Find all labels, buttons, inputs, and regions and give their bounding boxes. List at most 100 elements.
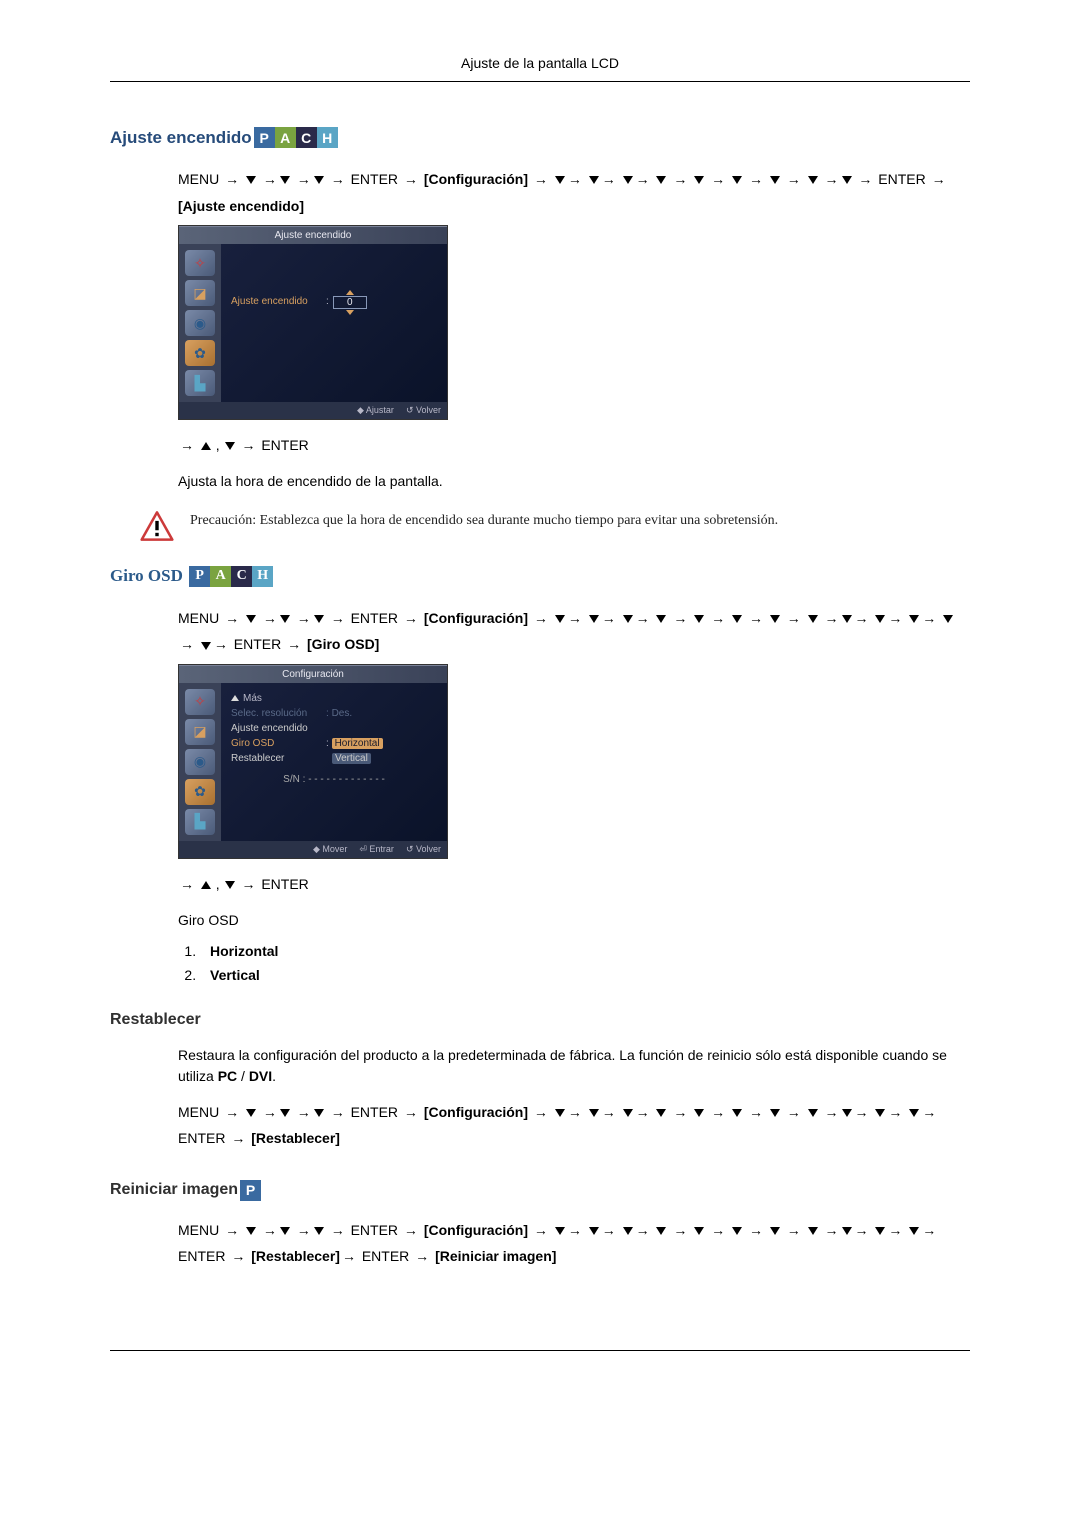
screenshot-footer: ◆ Ajustar ↺ Volver <box>179 402 447 419</box>
menu-value-box: 0 <box>333 296 367 309</box>
badge-p-icon: P <box>240 1180 261 1201</box>
list-item: Horizontal <box>200 943 970 959</box>
sidebar-settings-icon: ✿ <box>185 340 215 366</box>
mode-badges: P A C H <box>189 566 273 587</box>
giro-horizontal: Horizontal <box>332 738 383 749</box>
section-heading-giro-osd: Giro OSD P A C H <box>110 566 970 587</box>
nav-path-ajuste-encendido: MENU → → → → ENTER → [Configuración] → →… <box>178 166 970 219</box>
option-horizontal: Horizontal <box>210 943 278 959</box>
ajuste-enc-label: Ajuste encendido <box>231 723 326 734</box>
mas-label: Más <box>231 693 262 704</box>
footer-back: Volver <box>416 844 441 854</box>
badge-h-icon: H <box>252 566 273 587</box>
screenshot-title: Configuración <box>179 665 447 683</box>
footer-enter: Entrar <box>369 844 394 854</box>
nav-config: [Configuración] <box>424 1104 528 1120</box>
nav-enter2: ENTER <box>234 636 281 652</box>
content-reiniciar-imagen: MENU → → → → ENTER → [Configuración] → →… <box>178 1217 970 1270</box>
nav-enter2: ENTER <box>878 171 925 187</box>
nav-enter3: ENTER <box>362 1248 409 1264</box>
nav-enter: ENTER <box>351 1104 398 1120</box>
selec-res-val: Des. <box>332 708 353 719</box>
footer-back: Volver <box>416 405 441 415</box>
screenshot-ajuste-encendido: Ajuste encendido ✧ ◪ ◉ ✿ ▙ Ajuste encend… <box>178 225 970 420</box>
sidebar-settings-icon: ✿ <box>185 779 215 805</box>
screenshot-footer: ◆ Mover ⏎ Entrar ↺ Volver <box>179 841 447 858</box>
nav-enter: ENTER <box>351 1222 398 1238</box>
caution-block: Precaución: Establezca que la hora de en… <box>140 510 970 542</box>
restablecer-label: Restablecer <box>231 753 326 764</box>
mode-badges: P A C H <box>254 127 338 148</box>
screenshot-main: Ajuste encendido : 0 <box>221 244 447 402</box>
heading-text: Giro OSD <box>110 566 183 586</box>
content-ajuste-encendido: MENU → → → → ENTER → [Configuración] → →… <box>178 166 970 492</box>
badge-p-icon: P <box>254 127 275 148</box>
menu-sep: : <box>326 296 329 309</box>
badge-h-icon: H <box>317 127 338 148</box>
nav-menu: MENU <box>178 610 219 626</box>
sidebar-multi-icon: ▙ <box>185 370 215 396</box>
sn-line: S/N : - - - - - - - - - - - - - <box>231 774 437 785</box>
badge-c-icon: C <box>296 127 317 148</box>
sidebar-multi-icon: ▙ <box>185 809 215 835</box>
nav-config: [Configuración] <box>424 171 528 187</box>
nav-menu: MENU <box>178 1222 219 1238</box>
nav-menu: MENU <box>178 171 219 187</box>
ajuste-description: Ajusta la hora de encendido de la pantal… <box>178 471 970 492</box>
giro-options-list: Horizontal Vertical <box>200 943 970 983</box>
giro-osd-label: Giro OSD <box>231 738 326 749</box>
nav-enter2: ENTER <box>178 1130 225 1146</box>
post-nav-ajuste: → , → ENTER <box>178 432 970 459</box>
badge-a-icon: A <box>275 127 296 148</box>
nav-menu: MENU <box>178 1104 219 1120</box>
footer-adjust: Ajustar <box>366 405 394 415</box>
badge-p-icon: P <box>189 566 210 587</box>
post-enter: ENTER <box>261 437 308 453</box>
post-enter: ENTER <box>261 876 308 892</box>
sidebar-image-icon: ✧ <box>185 250 215 276</box>
nav-rest: [Restablecer] <box>251 1248 340 1264</box>
content-restablecer: Restaura la configuración del producto a… <box>178 1045 970 1152</box>
screenshot-sidebar: ✧ ◪ ◉ ✿ ▙ <box>179 683 221 841</box>
spinner-down-icon <box>346 310 354 315</box>
badge-a-icon: A <box>210 566 231 587</box>
selec-res-label: Selec. resolución <box>231 708 326 719</box>
nav-enter: ENTER <box>351 171 398 187</box>
page-header: Ajuste de la pantalla LCD <box>110 55 970 82</box>
page-footer-line <box>110 1350 970 1351</box>
restablecer-description: Restaura la configuración del producto a… <box>178 1045 970 1087</box>
nav-config: [Configuración] <box>424 1222 528 1238</box>
nav-path-restablecer: MENU → → → → ENTER → [Configuración] → →… <box>178 1099 970 1152</box>
mode-badges: P <box>240 1180 261 1201</box>
list-item: Vertical <box>200 967 970 983</box>
caution-text: Precaución: Establezca que la hora de en… <box>190 510 778 531</box>
nav-target: [Restablecer] <box>251 1130 340 1146</box>
nav-path-giro-osd: MENU → → → → ENTER → [Configuración] → →… <box>178 605 970 658</box>
sidebar-timer-icon: ◉ <box>185 749 215 775</box>
section-heading-reiniciar-imagen: Reiniciar imagen P <box>110 1180 970 1201</box>
badge-c-icon: C <box>231 566 252 587</box>
footer-move: Mover <box>322 844 347 854</box>
screenshot-title: Ajuste encendido <box>179 226 447 244</box>
sidebar-sound-icon: ◪ <box>185 280 215 306</box>
section-heading-restablecer: Restablecer <box>110 1011 970 1029</box>
nav-enter: ENTER <box>351 610 398 626</box>
spinner-up-icon <box>346 290 354 295</box>
page-title: Ajuste de la pantalla LCD <box>461 55 619 71</box>
heading-text: Ajuste encendido <box>110 128 252 148</box>
section-heading-ajuste-encendido: Ajuste encendido P A C H <box>110 127 970 148</box>
menu-item-label: Ajuste encendido <box>231 296 326 309</box>
nav-path-reiniciar-imagen: MENU → → → → ENTER → [Configuración] → →… <box>178 1217 970 1270</box>
giro-osd-label-text: Giro OSD <box>178 910 970 931</box>
screenshot-main: Más Selec. resolución : Des. Ajuste ence… <box>221 683 447 841</box>
nav-enter2: ENTER <box>178 1248 225 1264</box>
option-vertical: Vertical <box>210 967 260 983</box>
heading-text: Reiniciar imagen <box>110 1181 238 1199</box>
giro-vertical: Vertical <box>332 753 371 764</box>
sidebar-sound-icon: ◪ <box>185 719 215 745</box>
post-nav-giro: → , → ENTER <box>178 871 970 898</box>
nav-target: [Giro OSD] <box>307 636 379 652</box>
menu-value: 0 <box>347 297 353 308</box>
nav-target: [Reiniciar imagen] <box>435 1248 556 1264</box>
screenshot-sidebar: ✧ ◪ ◉ ✿ ▙ <box>179 244 221 402</box>
